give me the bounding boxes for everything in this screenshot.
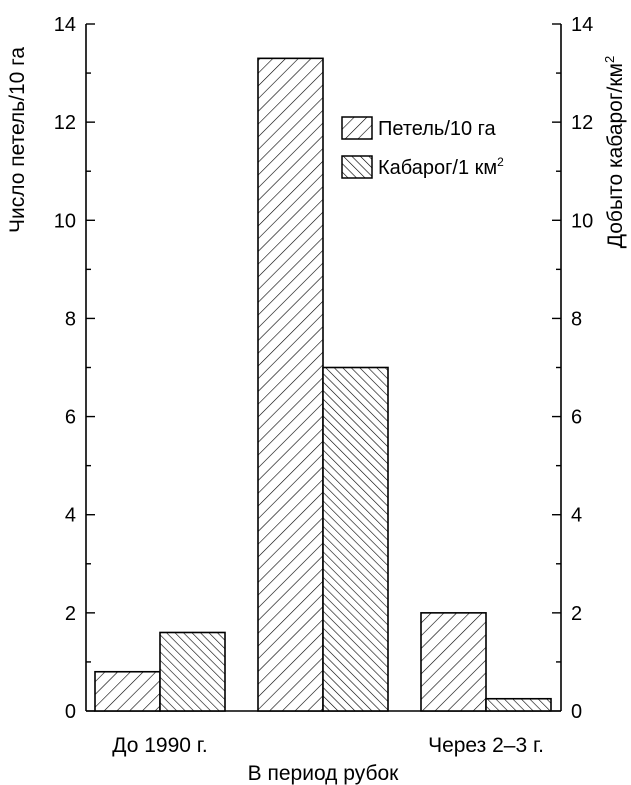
bars [94, 57, 552, 712]
left-tick-label: 4 [65, 505, 76, 527]
bar-series-2-3 [485, 697, 552, 712]
legend-label-2: Кабарог/1 км2 [378, 155, 504, 179]
bar-series-1-2 [257, 57, 324, 712]
left-tick-label: 0 [65, 701, 76, 723]
legend-label-2-text: Кабарог/1 км [378, 157, 497, 179]
right-tick-label: 4 [571, 505, 582, 527]
legend-swatch-1 [341, 116, 373, 140]
bar-series-1-3 [420, 612, 487, 712]
left-tick-label: 12 [54, 112, 76, 134]
category-label-2: В период рубок [248, 762, 399, 785]
y-axis-label-right: Добыто кабарог/км2 [602, 56, 627, 248]
ticks: 0 0 2 2 4 4 6 6 8 8 10 10 12 12 14 14 [54, 14, 594, 723]
left-tick-label: 6 [65, 407, 76, 429]
category-label-3: Через 2–3 г. [428, 734, 544, 757]
right-tick-label: 0 [571, 701, 582, 723]
legend-label-2-sup: 2 [497, 155, 504, 169]
legend-label-1: Петель/10 га [378, 118, 497, 140]
left-tick-label: 10 [54, 210, 76, 232]
right-tick-label: 12 [571, 112, 593, 134]
y-axis-label-right-sup: 2 [602, 56, 617, 63]
y-axis-label-left: Число петель/10 га [6, 47, 29, 233]
right-tick-label: 8 [571, 308, 582, 330]
right-tick-label: 14 [571, 14, 593, 36]
left-tick-label: 2 [65, 603, 76, 625]
left-tick-label: 14 [54, 14, 76, 36]
right-tick-label: 2 [571, 603, 582, 625]
y-axis-label-right-text: Добыто кабарог/км [604, 63, 627, 248]
category-label-1: До 1990 г. [112, 734, 207, 757]
right-tick-label: 10 [571, 210, 593, 232]
bar-series-1-1 [94, 670, 161, 712]
legend-swatch-2 [341, 155, 373, 179]
left-tick-label: 8 [65, 308, 76, 330]
legend: Петель/10 га Кабарог/1 км2 [341, 116, 504, 179]
bar-series-2-1 [159, 631, 226, 712]
right-tick-label: 6 [571, 407, 582, 429]
bar-series-2-2 [322, 366, 389, 712]
